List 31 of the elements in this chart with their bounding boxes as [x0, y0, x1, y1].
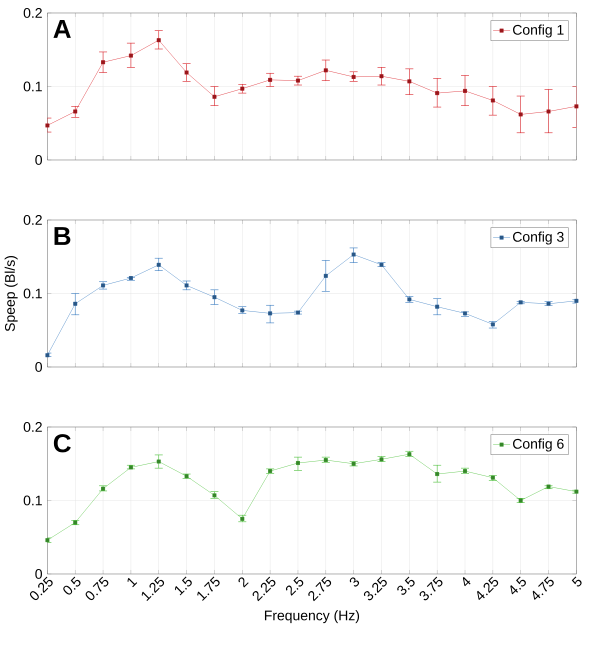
annotation: B [54, 227, 70, 245]
x-tick-label: 4.25 [476, 576, 498, 600]
x-tick-label: 1.5 [174, 576, 192, 596]
y-axis-title: Speep (Bl/s) [4, 256, 18, 332]
x-tick-label: 1 [127, 578, 138, 588]
y-tick-label: 0.2 [24, 8, 42, 18]
x-tick-label: 3 [350, 577, 359, 587]
x-tick-label: 0.75 [85, 576, 108, 600]
x-tick-label: 2 [238, 577, 248, 588]
x-tick-label: 0.5 [63, 576, 80, 595]
legend-label: Config 6 [512, 438, 564, 452]
legend-label: Config 3 [512, 232, 564, 245]
y-tick-label: 0.1 [24, 288, 42, 298]
y-tick-label: 0.1 [24, 82, 42, 92]
y-tick-label: 0.2 [24, 422, 42, 432]
annotation: A [53, 20, 71, 38]
y-tick-label: 0 [35, 569, 42, 579]
x-tick-label: 2.5 [286, 576, 304, 596]
x-tick-label: 3.5 [397, 576, 414, 595]
legend-label: Config 1 [512, 24, 564, 38]
x-tick-label: 4.75 [532, 576, 554, 600]
y-tick-label: 0.1 [24, 496, 42, 506]
x-axis-title: Frequency (Hz) [264, 610, 359, 624]
x-tick-label: 4 [462, 576, 470, 586]
x-tick-label: 4.5 [510, 576, 526, 594]
annotation: C [54, 434, 71, 452]
y-tick-label: 0 [35, 155, 42, 165]
y-tick-label: 0 [35, 362, 42, 372]
x-tick-label: 0.25 [30, 576, 52, 600]
x-tick-label: 5 [572, 576, 582, 587]
y-tick-label: 0.2 [24, 215, 42, 225]
